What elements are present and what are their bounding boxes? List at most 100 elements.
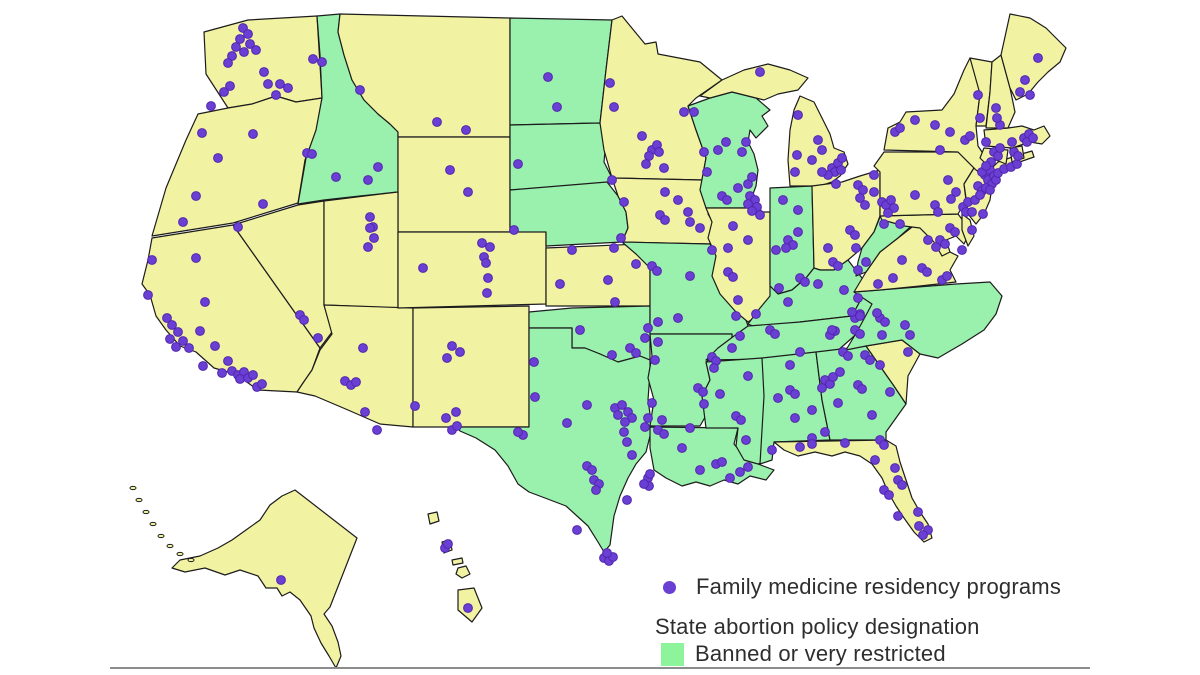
- residency-program-dot: [888, 273, 898, 283]
- residency-program-dot: [248, 370, 258, 380]
- residency-program-dot: [991, 103, 1001, 113]
- residency-program-dot: [1007, 137, 1017, 147]
- residency-program-dot: [755, 67, 765, 77]
- residency-program-dot: [879, 219, 889, 229]
- residency-program-dot: [781, 243, 791, 253]
- residency-program-dot: [447, 341, 457, 351]
- residency-program-dot: [259, 67, 269, 77]
- residency-program-dot: [659, 163, 669, 173]
- residency-program-dot: [735, 467, 745, 477]
- residency-program-dot: [198, 361, 208, 371]
- residency-program-dot: [727, 343, 737, 353]
- residency-program-dot: [774, 283, 784, 293]
- residency-program-dot: [223, 58, 233, 68]
- residency-program-dot: [698, 387, 708, 397]
- residency-program-dot: [191, 191, 201, 201]
- residency-program-dot: [197, 128, 207, 138]
- residency-program-dot: [843, 351, 853, 361]
- residency-program-dot: [1028, 133, 1038, 143]
- residency-program-dot: [778, 195, 788, 205]
- residency-program-dot: [807, 405, 817, 415]
- residency-program-dot: [831, 179, 841, 189]
- residency-program-dot: [650, 355, 660, 365]
- residency-program-dot: [885, 387, 895, 397]
- residency-program-dot: [210, 341, 220, 351]
- aleutian-island: [135, 497, 143, 503]
- residency-program-dot: [602, 548, 612, 558]
- residency-program-dot: [513, 427, 523, 437]
- residency-program-dot: [313, 333, 323, 343]
- state-AK: [171, 489, 358, 669]
- residency-program-dot: [610, 297, 620, 307]
- residency-program-dot: [771, 245, 781, 255]
- residency-program-dot: [483, 273, 493, 283]
- residency-program-dot: [851, 243, 861, 253]
- residency-program-dot: [795, 347, 805, 357]
- residency-program-dot: [890, 463, 900, 473]
- residency-program-dot: [695, 465, 705, 475]
- residency-program-dot: [653, 317, 663, 327]
- residency-program-dot: [351, 377, 361, 387]
- residency-program-dot: [951, 187, 961, 197]
- residency-program-dot: [865, 355, 875, 365]
- residency-program-dot: [879, 440, 889, 450]
- residency-program-dot: [258, 199, 268, 209]
- residency-program-dot: [940, 239, 950, 249]
- residency-program-dot: [452, 421, 462, 431]
- state-WY: [397, 136, 511, 233]
- residency-program-dot: [713, 145, 723, 155]
- residency-program-dot: [886, 195, 896, 205]
- residency-program-dot: [785, 360, 795, 370]
- residency-program-dot: [225, 81, 235, 91]
- legend-policy-heading-label: State abortion policy designation: [655, 614, 980, 639]
- residency-program-dot: [872, 308, 882, 318]
- residency-program-dot: [721, 137, 731, 147]
- state-NC: [845, 281, 1003, 359]
- residency-program-dot: [373, 162, 383, 172]
- residency-program-dot: [837, 153, 847, 163]
- residency-program-dot: [883, 208, 893, 218]
- residency-program-dot: [147, 255, 157, 265]
- residency-program-dot: [931, 242, 941, 252]
- residency-program-dot: [308, 54, 318, 64]
- residency-program-dot: [1015, 87, 1025, 97]
- residency-program-dot: [652, 266, 662, 276]
- residency-program-dot: [946, 194, 956, 204]
- residency-program-dot: [853, 293, 863, 303]
- residency-program-dot: [631, 348, 641, 358]
- residency-program-dot: [685, 271, 695, 281]
- residency-program-dot: [867, 410, 877, 420]
- residency-program-dot: [869, 187, 879, 197]
- residency-program-dot: [910, 190, 920, 200]
- residency-program-dot: [833, 261, 843, 271]
- aleutian-island: [166, 543, 174, 549]
- residency-program-dot: [683, 207, 693, 217]
- residency-program-dot: [790, 413, 800, 423]
- residency-program-dot: [751, 309, 761, 319]
- residency-program-dot: [647, 398, 657, 408]
- residency-program-dot: [853, 265, 863, 275]
- residency-program-dot-swatch: [663, 580, 676, 594]
- residency-program-dot: [725, 473, 735, 483]
- residency-program-dot: [677, 443, 687, 453]
- residency-program-dot: [975, 190, 985, 200]
- aleutian-island: [157, 533, 165, 539]
- residency-program-dot: [893, 511, 903, 521]
- residency-program-dot: [800, 277, 810, 287]
- residency-program-dot: [755, 210, 765, 220]
- residency-program-dot: [206, 101, 216, 111]
- residency-program-dot: [331, 172, 341, 182]
- aleutian-island: [176, 551, 184, 557]
- residency-program-dot: [967, 225, 977, 235]
- residency-program-dot: [747, 206, 757, 216]
- residency-program-dot: [143, 290, 153, 300]
- residency-program-dot: [243, 29, 253, 39]
- residency-program-dot: [445, 165, 455, 175]
- residency-program-dot: [743, 371, 753, 381]
- residency-program-dot: [631, 259, 641, 269]
- residency-program-dot: [582, 400, 592, 410]
- residency-program-dot: [699, 147, 709, 157]
- legend-programs-label: Family medicine residency programs: [696, 574, 1062, 599]
- residency-program-dot: [855, 311, 865, 321]
- residency-program-dot: [873, 279, 883, 289]
